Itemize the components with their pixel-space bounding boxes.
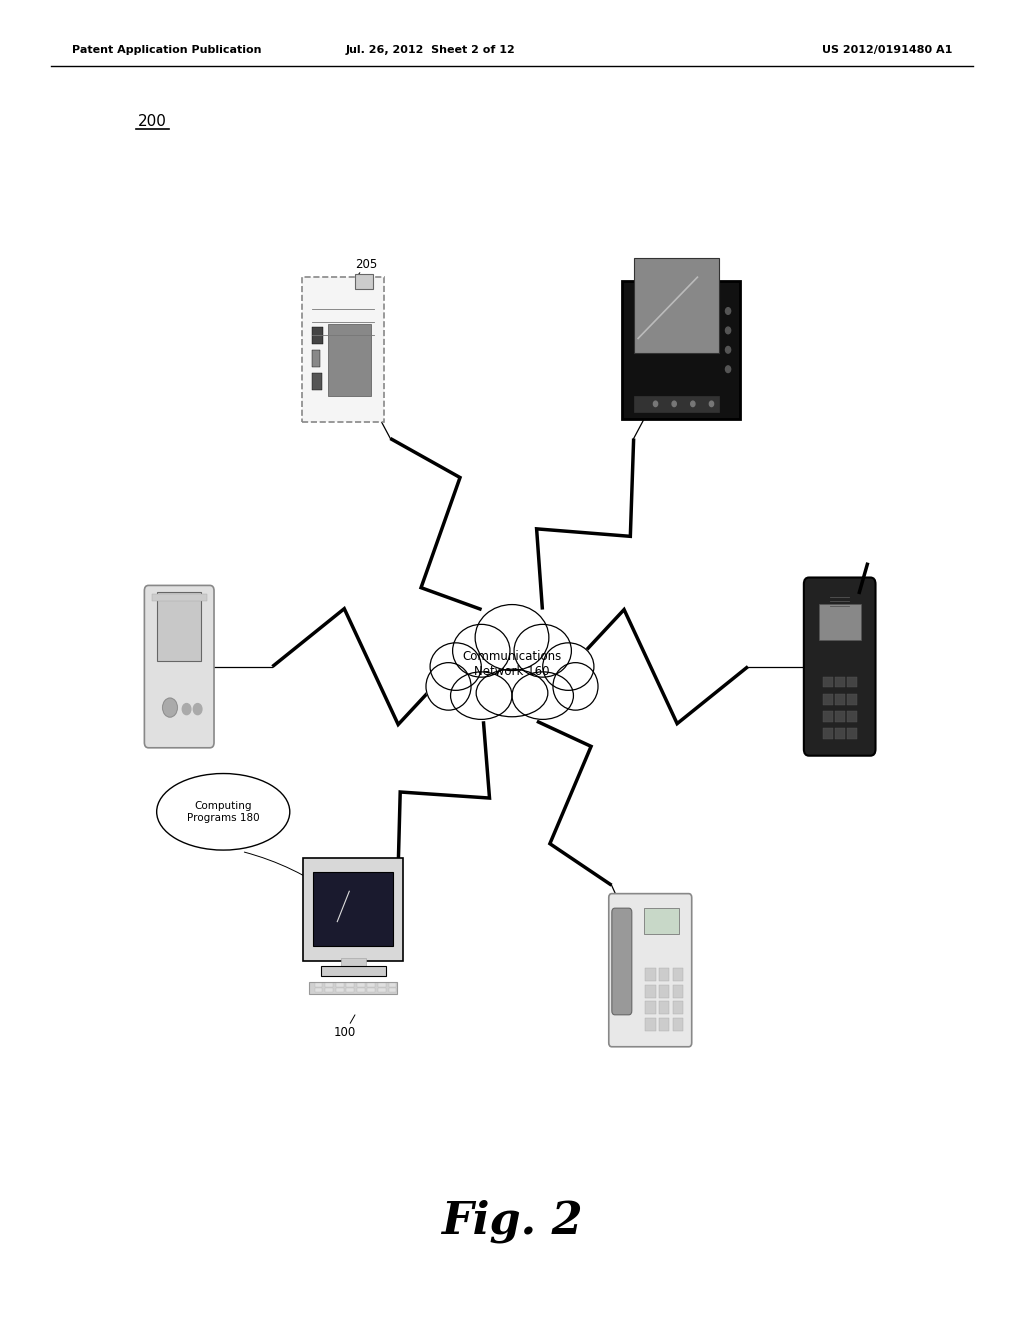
Circle shape (725, 327, 731, 334)
FancyBboxPatch shape (658, 1002, 670, 1015)
Text: 205: 205 (350, 257, 378, 285)
FancyBboxPatch shape (673, 1018, 683, 1031)
FancyBboxPatch shape (836, 711, 845, 722)
FancyBboxPatch shape (346, 989, 354, 993)
FancyBboxPatch shape (355, 275, 374, 289)
FancyBboxPatch shape (823, 711, 833, 722)
Circle shape (691, 401, 695, 407)
Ellipse shape (543, 643, 594, 690)
FancyBboxPatch shape (819, 605, 860, 640)
Circle shape (182, 704, 190, 714)
FancyBboxPatch shape (368, 989, 376, 993)
FancyBboxPatch shape (378, 989, 386, 993)
Text: 220: 220 (668, 908, 692, 932)
FancyBboxPatch shape (329, 323, 371, 396)
Ellipse shape (451, 672, 512, 719)
Ellipse shape (453, 624, 510, 677)
FancyBboxPatch shape (836, 729, 845, 739)
FancyBboxPatch shape (314, 983, 323, 987)
Circle shape (725, 346, 731, 354)
FancyBboxPatch shape (673, 1002, 683, 1015)
Ellipse shape (514, 624, 571, 677)
FancyBboxPatch shape (658, 968, 670, 981)
Circle shape (725, 366, 731, 372)
FancyBboxPatch shape (623, 281, 739, 420)
FancyBboxPatch shape (645, 1018, 655, 1031)
FancyBboxPatch shape (309, 982, 397, 994)
Text: 210: 210 (690, 257, 718, 285)
FancyBboxPatch shape (608, 894, 692, 1047)
FancyBboxPatch shape (388, 989, 396, 993)
FancyBboxPatch shape (312, 326, 324, 345)
FancyBboxPatch shape (823, 676, 833, 688)
FancyBboxPatch shape (368, 983, 376, 987)
Text: Patent Application Publication: Patent Application Publication (72, 45, 261, 55)
FancyBboxPatch shape (356, 989, 365, 993)
FancyBboxPatch shape (634, 259, 719, 352)
FancyBboxPatch shape (658, 985, 670, 998)
Ellipse shape (426, 663, 471, 710)
Ellipse shape (475, 605, 549, 671)
FancyBboxPatch shape (847, 676, 857, 688)
Ellipse shape (157, 774, 290, 850)
Ellipse shape (476, 669, 548, 717)
Text: 100: 100 (334, 1015, 356, 1039)
FancyBboxPatch shape (634, 396, 719, 412)
FancyBboxPatch shape (804, 578, 876, 755)
FancyBboxPatch shape (644, 908, 679, 935)
FancyBboxPatch shape (823, 694, 833, 705)
FancyBboxPatch shape (303, 858, 403, 961)
Ellipse shape (553, 663, 598, 710)
FancyBboxPatch shape (325, 983, 333, 987)
Text: Communications
Network 160: Communications Network 160 (463, 649, 561, 678)
FancyBboxPatch shape (847, 729, 857, 739)
FancyBboxPatch shape (356, 983, 365, 987)
FancyBboxPatch shape (836, 676, 845, 688)
FancyBboxPatch shape (325, 989, 333, 993)
Text: 215: 215 (845, 605, 871, 628)
FancyBboxPatch shape (836, 694, 845, 705)
Text: 225: 225 (147, 605, 174, 628)
Circle shape (710, 401, 714, 407)
Text: Jul. 26, 2012  Sheet 2 of 12: Jul. 26, 2012 Sheet 2 of 12 (345, 45, 515, 55)
FancyBboxPatch shape (847, 694, 857, 705)
FancyBboxPatch shape (378, 983, 386, 987)
FancyBboxPatch shape (346, 983, 354, 987)
FancyBboxPatch shape (152, 594, 207, 602)
FancyBboxPatch shape (645, 968, 655, 981)
Circle shape (163, 698, 177, 717)
FancyBboxPatch shape (313, 871, 393, 946)
FancyBboxPatch shape (336, 989, 344, 993)
FancyBboxPatch shape (336, 983, 344, 987)
FancyBboxPatch shape (658, 1018, 670, 1031)
Circle shape (194, 704, 202, 714)
FancyBboxPatch shape (673, 985, 683, 998)
FancyBboxPatch shape (612, 908, 632, 1015)
FancyBboxPatch shape (673, 968, 683, 981)
Text: Fig. 2: Fig. 2 (441, 1200, 583, 1242)
FancyBboxPatch shape (302, 277, 384, 422)
Circle shape (672, 401, 676, 407)
FancyBboxPatch shape (312, 374, 322, 391)
Text: 200: 200 (138, 114, 167, 129)
FancyBboxPatch shape (388, 983, 396, 987)
Circle shape (653, 401, 657, 407)
Circle shape (725, 308, 731, 314)
FancyBboxPatch shape (847, 711, 857, 722)
Text: US 2012/0191480 A1: US 2012/0191480 A1 (822, 45, 952, 55)
Ellipse shape (512, 672, 573, 719)
FancyBboxPatch shape (341, 958, 366, 968)
FancyBboxPatch shape (823, 729, 833, 739)
FancyBboxPatch shape (312, 350, 321, 367)
FancyBboxPatch shape (645, 985, 655, 998)
FancyBboxPatch shape (321, 966, 386, 977)
FancyBboxPatch shape (645, 1002, 655, 1015)
Ellipse shape (430, 643, 481, 690)
FancyBboxPatch shape (157, 593, 202, 660)
FancyBboxPatch shape (144, 586, 214, 747)
Text: Computing
Programs 180: Computing Programs 180 (187, 801, 259, 822)
FancyBboxPatch shape (314, 989, 323, 993)
